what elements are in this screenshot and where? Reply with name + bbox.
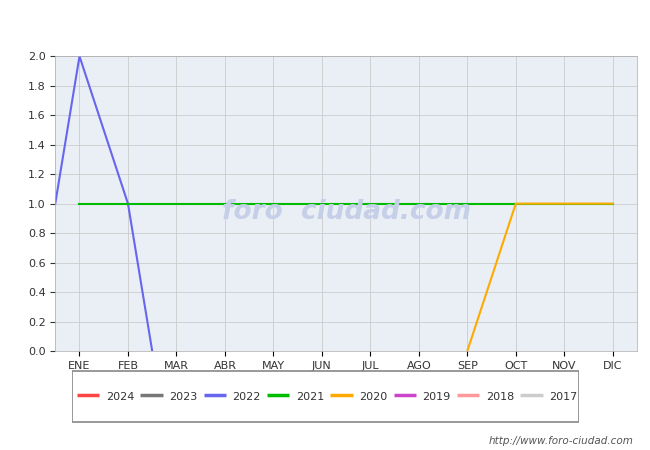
Text: 2024: 2024 <box>106 392 134 402</box>
Text: 2018: 2018 <box>486 392 514 402</box>
Text: 2020: 2020 <box>359 392 387 402</box>
Text: foro  ciudad.com: foro ciudad.com <box>222 199 471 225</box>
Text: http://www.foro-ciudad.com: http://www.foro-ciudad.com <box>489 436 634 446</box>
Text: 2023: 2023 <box>169 392 198 402</box>
FancyBboxPatch shape <box>72 371 578 422</box>
Text: Afiliados en Bascuñana a 30/11/2024: Afiliados en Bascuñana a 30/11/2024 <box>157 14 493 33</box>
Text: 2021: 2021 <box>296 392 324 402</box>
Text: 2022: 2022 <box>233 392 261 402</box>
Text: 2019: 2019 <box>422 392 451 402</box>
Text: 2017: 2017 <box>549 392 578 402</box>
